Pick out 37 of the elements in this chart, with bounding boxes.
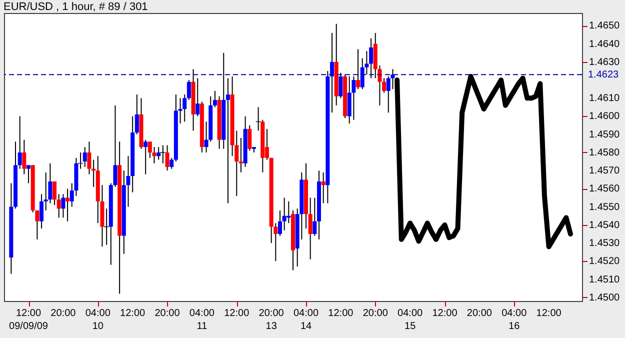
y-tick-label: 1.4580 xyxy=(589,147,620,158)
x-tick-label: 04:00 14 xyxy=(293,308,319,332)
candlestick xyxy=(66,188,70,222)
candlestick xyxy=(226,78,230,204)
x-tick-label: 12:00 xyxy=(224,308,250,319)
candlestick xyxy=(178,98,182,124)
x-tick-label: 20:00 xyxy=(154,308,180,319)
x-tick-label: 04:00 15 xyxy=(398,308,424,332)
y-tick-label: 1.4570 xyxy=(589,166,620,177)
x-tick-label: 12:00 xyxy=(536,308,562,319)
y-tick-label: 1.4510 xyxy=(589,274,620,286)
y-tick-label: 1.4600 xyxy=(589,111,620,122)
y-tick-label: 1.4500 xyxy=(589,292,620,304)
y-tick-label: 1.4550 xyxy=(589,202,620,213)
ref-line-label: 1.4623 xyxy=(588,70,620,81)
y-tick-label: 1.4590 xyxy=(589,129,620,140)
y-tick-label: 1.4540 xyxy=(589,220,620,231)
chart-title: EUR/USD , 1 hour, # 89 / 301 xyxy=(4,1,148,13)
y-tick-label: 1.4530 xyxy=(589,238,620,250)
y-tick-label: 1.4560 xyxy=(589,184,620,195)
x-tick-label: 12:00 xyxy=(432,308,458,319)
x-tick-label: 04:00 16 xyxy=(502,308,528,332)
x-tick-label: 20:00 xyxy=(50,308,76,319)
y-tick-label: 1.4610 xyxy=(589,93,620,104)
candlestick xyxy=(238,138,243,172)
x-tick-label: 04:00 10 xyxy=(85,308,111,332)
x-tick-label: 20:00 xyxy=(466,308,492,319)
x-tick-label: 12:00 xyxy=(120,308,146,319)
y-tick-label: 1.4640 xyxy=(589,38,620,50)
x-tick-label: 20:00 xyxy=(362,308,388,319)
y-tick-label: 1.4650 xyxy=(589,20,620,32)
x-tick-label: 12:00 xyxy=(328,308,354,319)
x-tick-label: 20:00 13 xyxy=(258,308,284,332)
x-tick-label: 12:00 09/09/09 xyxy=(9,308,48,332)
x-tick-label: 04:00 11 xyxy=(189,308,215,332)
y-tick-label: 1.4520 xyxy=(589,256,620,268)
y-tick-label: 1.4630 xyxy=(589,56,620,68)
